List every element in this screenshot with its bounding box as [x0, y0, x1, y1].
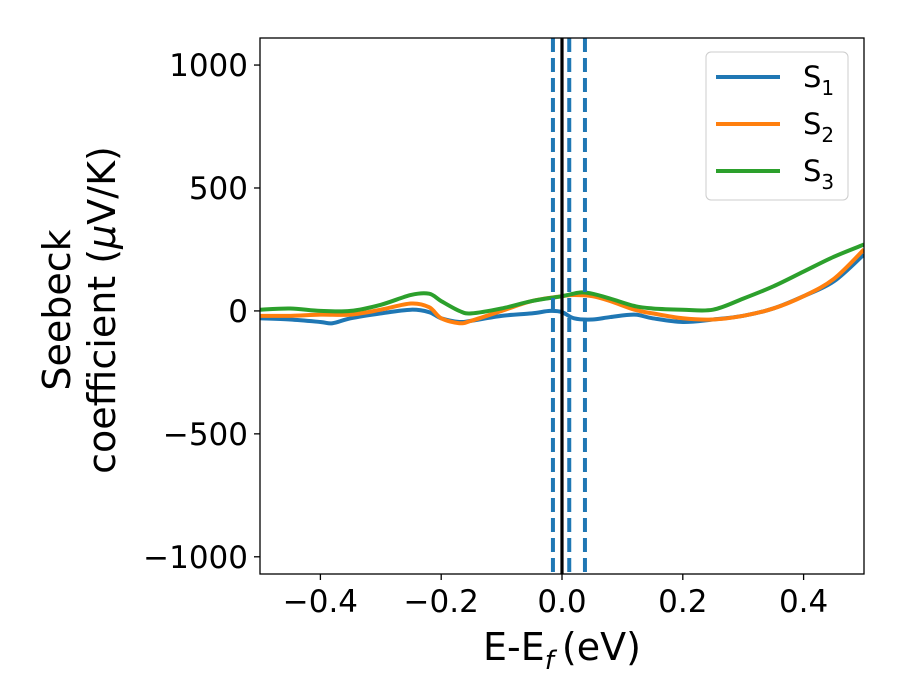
x-tick-label: 0.2	[658, 584, 707, 620]
y-tick-label: −500	[163, 417, 248, 453]
y-tick-label: 500	[189, 171, 248, 207]
x-tick-label: 0.0	[537, 584, 586, 620]
legend-label-s1: S1	[803, 60, 834, 100]
y-axis-title-line1: Seebeck	[35, 229, 79, 390]
x-axis-ticks: −0.4 −0.2 0.0 0.2 0.4	[283, 574, 828, 620]
x-tick-label: −0.4	[283, 584, 358, 620]
y-tick-label: 1000	[169, 48, 248, 84]
x-axis-title: E-Ef (eV)	[483, 625, 641, 676]
y-tick-label: 0	[228, 294, 248, 330]
y-axis-ticks: 1000 500 0 −500 −1000	[143, 48, 260, 576]
legend: S1 S2 S3	[705, 51, 849, 201]
y-axis-title: Seebeck coefficient (μV/K)	[35, 146, 124, 474]
x-tick-label: −0.2	[404, 584, 479, 620]
legend-label-s2: S2	[803, 107, 834, 147]
plot-content	[260, 38, 864, 574]
x-tick-label: 0.4	[779, 584, 828, 620]
y-axis-title-line2: coefficient (μV/K)	[80, 146, 124, 474]
y-tick-label: −1000	[143, 540, 248, 576]
legend-label-s3: S3	[803, 154, 834, 194]
